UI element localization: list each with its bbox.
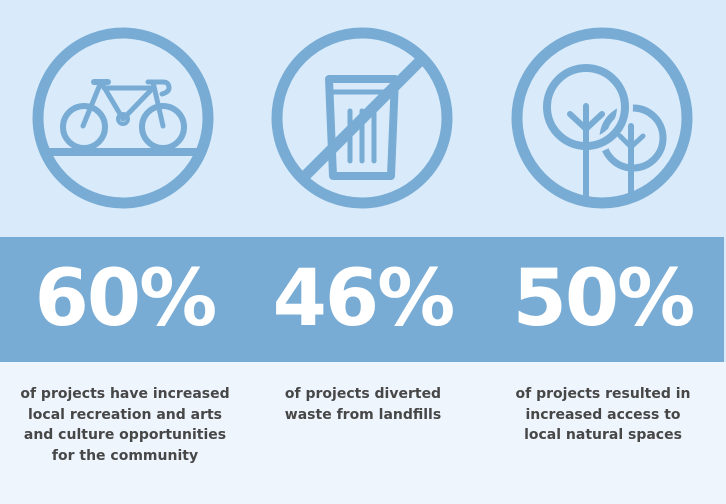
description-line: waste from landfills (284, 406, 442, 423)
stat-value-recreation: 60% (34, 254, 218, 344)
bicycle-icon (31, 26, 215, 210)
description-line: local natural spaces (524, 427, 682, 443)
description-line: increased access to (525, 406, 681, 423)
band-edge (724, 237, 726, 362)
description-line: of projects diverted (284, 386, 442, 402)
description-line: of projects have increased (20, 386, 230, 402)
description-line: and culture opportunities (23, 427, 227, 443)
stat-description-recreation: of projects have increased local recreat… (5, 384, 245, 466)
stat-value-waste: 46% (272, 254, 456, 344)
stat-description-natural-spaces: of projects resulted in increased access… (483, 384, 723, 446)
description-line: local recreation and arts (27, 406, 223, 423)
description-line: of projects resulted in (515, 386, 691, 402)
no-trash-icon (270, 26, 454, 210)
description-line: for the community (51, 447, 199, 464)
description-section-background (0, 362, 726, 504)
stat-value-natural-spaces: 50% (512, 254, 696, 344)
stat-description-waste: of projects diverted waste from landfill… (243, 384, 483, 425)
stats-band (0, 237, 724, 362)
trees-icon (510, 26, 694, 210)
